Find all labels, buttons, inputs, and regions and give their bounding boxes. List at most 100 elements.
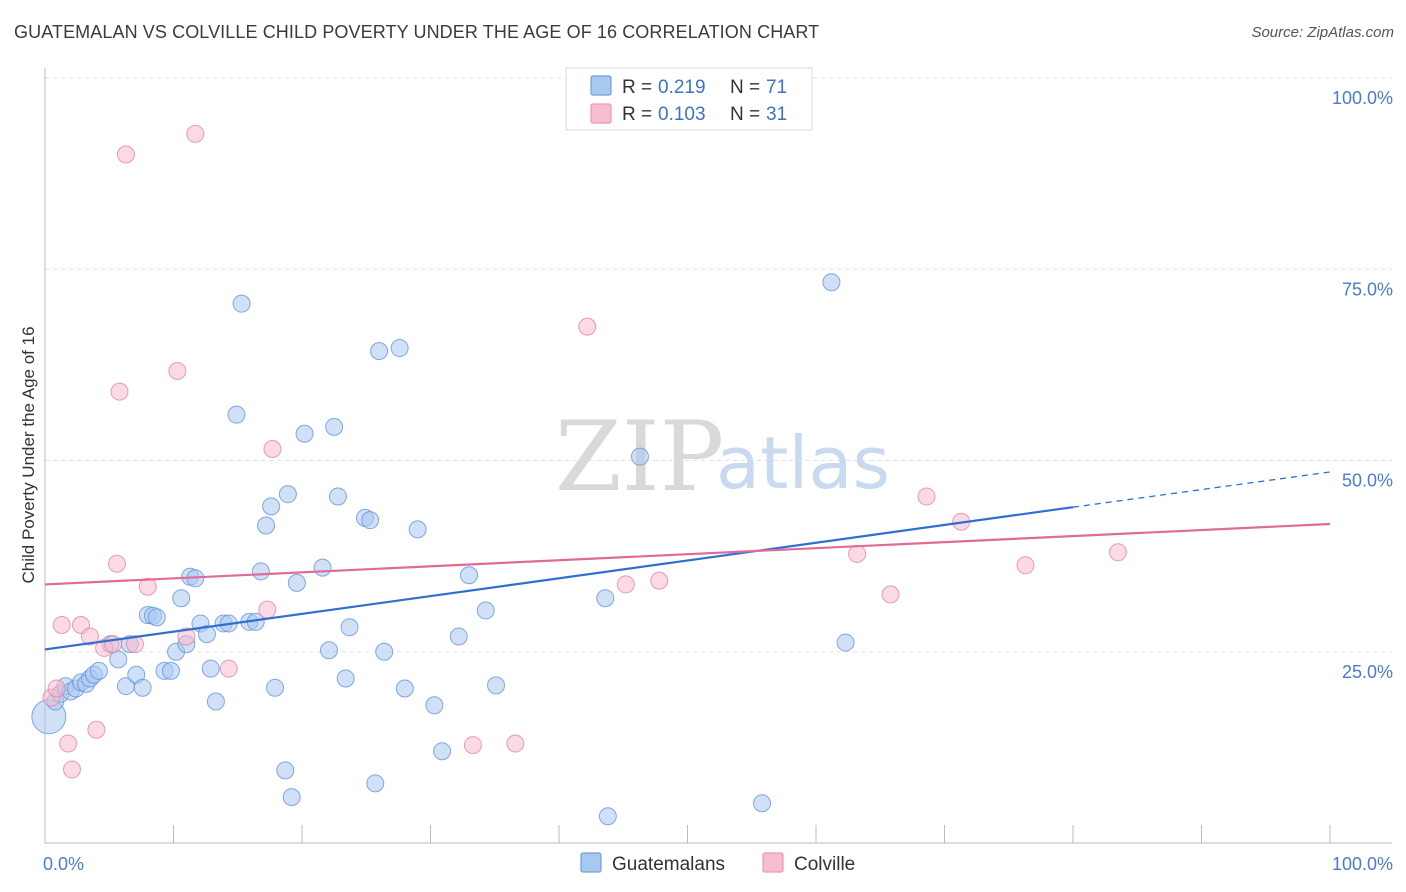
point-guatemalans-44 xyxy=(287,573,306,592)
point-guatemalans-28 xyxy=(197,625,216,644)
point-guatemalans-59 xyxy=(408,520,427,539)
point-guatemalans-34 xyxy=(232,294,251,313)
point-guatemalans-61 xyxy=(433,742,452,761)
point-colville-13 xyxy=(125,635,144,654)
point-guatemalans-64 xyxy=(476,601,495,620)
point-guatemalans-47 xyxy=(319,641,338,660)
watermark-atlas: atlas xyxy=(716,421,890,505)
point-guatemalans-12 xyxy=(109,650,128,669)
point-colville-30 xyxy=(1016,556,1035,575)
point-colville-6 xyxy=(80,627,99,646)
point-guatemalans-66 xyxy=(596,589,615,608)
point-guatemalans-54 xyxy=(366,774,385,793)
y-axis-label: Child Poverty Under the Age of 16 xyxy=(19,326,38,583)
point-guatemalans-48 xyxy=(325,417,344,436)
point-guatemalans-16 xyxy=(133,678,152,697)
y-tick-label-100: 100.0% xyxy=(1332,88,1393,108)
point-guatemalans-38 xyxy=(257,516,276,535)
point-guatemalans-39 xyxy=(262,497,281,516)
trend-line-guatemalans-extrapolated xyxy=(1072,471,1331,508)
point-colville-28 xyxy=(917,487,936,506)
point-guatemalans-29 xyxy=(201,659,220,678)
point-colville-31 xyxy=(1108,543,1127,562)
point-guatemalans-45 xyxy=(295,424,314,443)
legend-r-label-colville: R = xyxy=(622,104,652,125)
legend-swatch-guatemalans xyxy=(590,75,612,96)
point-guatemalans-33 xyxy=(227,405,246,424)
point-colville-19 xyxy=(258,600,277,619)
x-tick-label-max: 100.0% xyxy=(1332,854,1393,874)
point-guatemalans-21 xyxy=(161,661,180,680)
point-guatemalans-23 xyxy=(172,589,191,608)
point-colville-21 xyxy=(463,736,482,755)
point-guatemalans-41 xyxy=(276,761,295,780)
point-colville-15 xyxy=(168,361,187,380)
point-guatemalans-56 xyxy=(375,642,394,661)
point-colville-11 xyxy=(110,382,129,401)
trend-line-colville xyxy=(44,522,1331,586)
point-guatemalans-42 xyxy=(278,485,297,504)
point-guatemalans-37 xyxy=(251,562,270,581)
point-guatemalans-43 xyxy=(282,788,301,807)
point-colville-26 xyxy=(848,544,867,563)
axes: 25.0% 50.0% 75.0% 100.0% 0.0% 100.0% xyxy=(43,68,1393,874)
point-guatemalans-46 xyxy=(313,558,332,577)
point-guatemalans-19 xyxy=(147,608,166,627)
trend-lines xyxy=(44,471,1331,651)
legend-n-label-colville: N = xyxy=(730,104,760,125)
legend-n-value-guatemalans: 71 xyxy=(766,77,787,98)
point-guatemalans-53 xyxy=(361,511,380,530)
bottom-legend-label-guatemalans: Guatemalans xyxy=(612,854,725,875)
legend-box: R = 0.219 N = 71 R = 0.103 N = 31 xyxy=(565,67,813,131)
point-guatemalans-10 xyxy=(89,661,108,680)
bottom-legend: Guatemalans Colville xyxy=(580,852,855,875)
point-guatemalans-58 xyxy=(395,679,414,698)
point-guatemalans-67 xyxy=(598,807,617,826)
point-colville-24 xyxy=(616,575,635,594)
bottom-legend-label-colville: Colville xyxy=(794,854,855,875)
point-colville-10 xyxy=(107,554,126,573)
point-colville-16 xyxy=(177,627,196,646)
point-guatemalans-51 xyxy=(340,618,359,637)
point-guatemalans-63 xyxy=(460,566,479,585)
point-colville-25 xyxy=(650,571,669,590)
grid-lines xyxy=(45,77,1392,653)
legend-r-value-guatemalans: 0.219 xyxy=(658,77,706,98)
point-guatemalans-71 xyxy=(836,633,855,652)
point-guatemalans-70 xyxy=(822,273,841,292)
point-colville-4 xyxy=(62,760,81,779)
source-credit: Source: ZipAtlas.com xyxy=(1251,24,1394,41)
watermark: ZIP atlas xyxy=(555,401,890,513)
chart-title: GUATEMALAN VS COLVILLE CHILD POVERTY UND… xyxy=(14,22,820,42)
trend-line-guatemalans xyxy=(44,506,1074,651)
x-tick-label-min: 0.0% xyxy=(43,854,84,874)
point-guatemalans-57 xyxy=(390,339,409,358)
legend-r-value-colville: 0.103 xyxy=(658,104,706,125)
legend-n-label-guatemalans: N = xyxy=(730,77,760,98)
point-guatemalans-69 xyxy=(753,794,772,813)
y-tick-label-75: 75.0% xyxy=(1342,279,1393,299)
point-guatemalans-60 xyxy=(425,696,444,715)
point-guatemalans-68 xyxy=(630,447,649,466)
point-colville-20 xyxy=(263,440,282,459)
point-colville-18 xyxy=(219,659,238,678)
bottom-legend-swatch-guatemalans xyxy=(580,852,602,873)
point-colville-12 xyxy=(116,145,135,164)
point-guatemalans-62 xyxy=(449,627,468,646)
point-guatemalans-49 xyxy=(328,487,347,506)
point-colville-27 xyxy=(881,585,900,604)
point-guatemalans-50 xyxy=(336,669,355,688)
point-colville-23 xyxy=(578,317,597,336)
y-tick-label-50: 50.0% xyxy=(1342,471,1393,491)
point-colville-3 xyxy=(59,734,78,753)
point-guatemalans-55 xyxy=(370,342,389,361)
legend-r-label-guatemalans: R = xyxy=(622,77,652,98)
bottom-legend-swatch-colville xyxy=(762,852,784,873)
point-guatemalans-40 xyxy=(266,678,285,697)
y-tick-label-25: 25.0% xyxy=(1342,662,1393,682)
point-colville-1 xyxy=(47,679,66,698)
point-colville-22 xyxy=(506,734,525,753)
point-colville-7 xyxy=(87,720,106,739)
point-guatemalans-30 xyxy=(206,692,225,711)
